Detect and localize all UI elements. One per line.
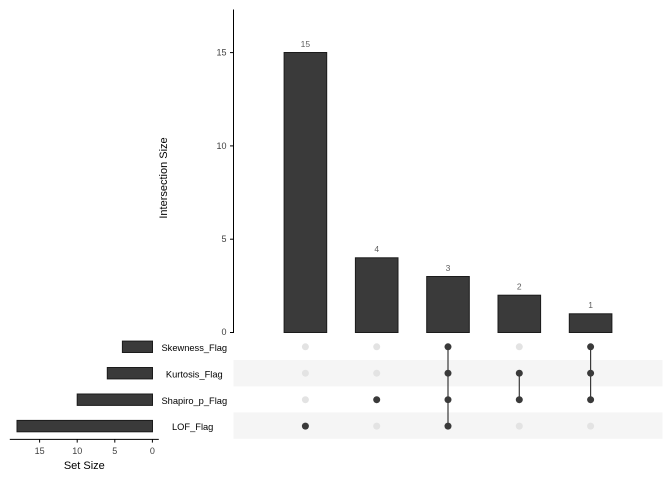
svg-text:1: 1 [588, 300, 593, 310]
svg-text:15: 15 [301, 39, 311, 49]
svg-text:0: 0 [221, 327, 226, 337]
svg-text:Kurtosis_Flag: Kurtosis_Flag [166, 369, 223, 379]
svg-text:5: 5 [112, 446, 117, 456]
svg-text:Shapiro_p_Flag: Shapiro_p_Flag [161, 396, 227, 406]
svg-text:15: 15 [216, 48, 226, 58]
svg-text:4: 4 [374, 244, 379, 254]
svg-text:0: 0 [150, 446, 155, 456]
svg-text:Intersection Size: Intersection Size [158, 137, 170, 218]
svg-text:10: 10 [72, 446, 82, 456]
svg-text:10: 10 [216, 141, 226, 151]
svg-text:3: 3 [446, 263, 451, 273]
svg-text:LOF_Flag: LOF_Flag [172, 422, 213, 432]
svg-text:2: 2 [517, 282, 522, 292]
svg-text:5: 5 [221, 234, 226, 244]
svg-text:15: 15 [35, 446, 45, 456]
svg-text:Set Size: Set Size [64, 460, 105, 472]
svg-text:Skewness_Flag: Skewness_Flag [161, 343, 227, 353]
